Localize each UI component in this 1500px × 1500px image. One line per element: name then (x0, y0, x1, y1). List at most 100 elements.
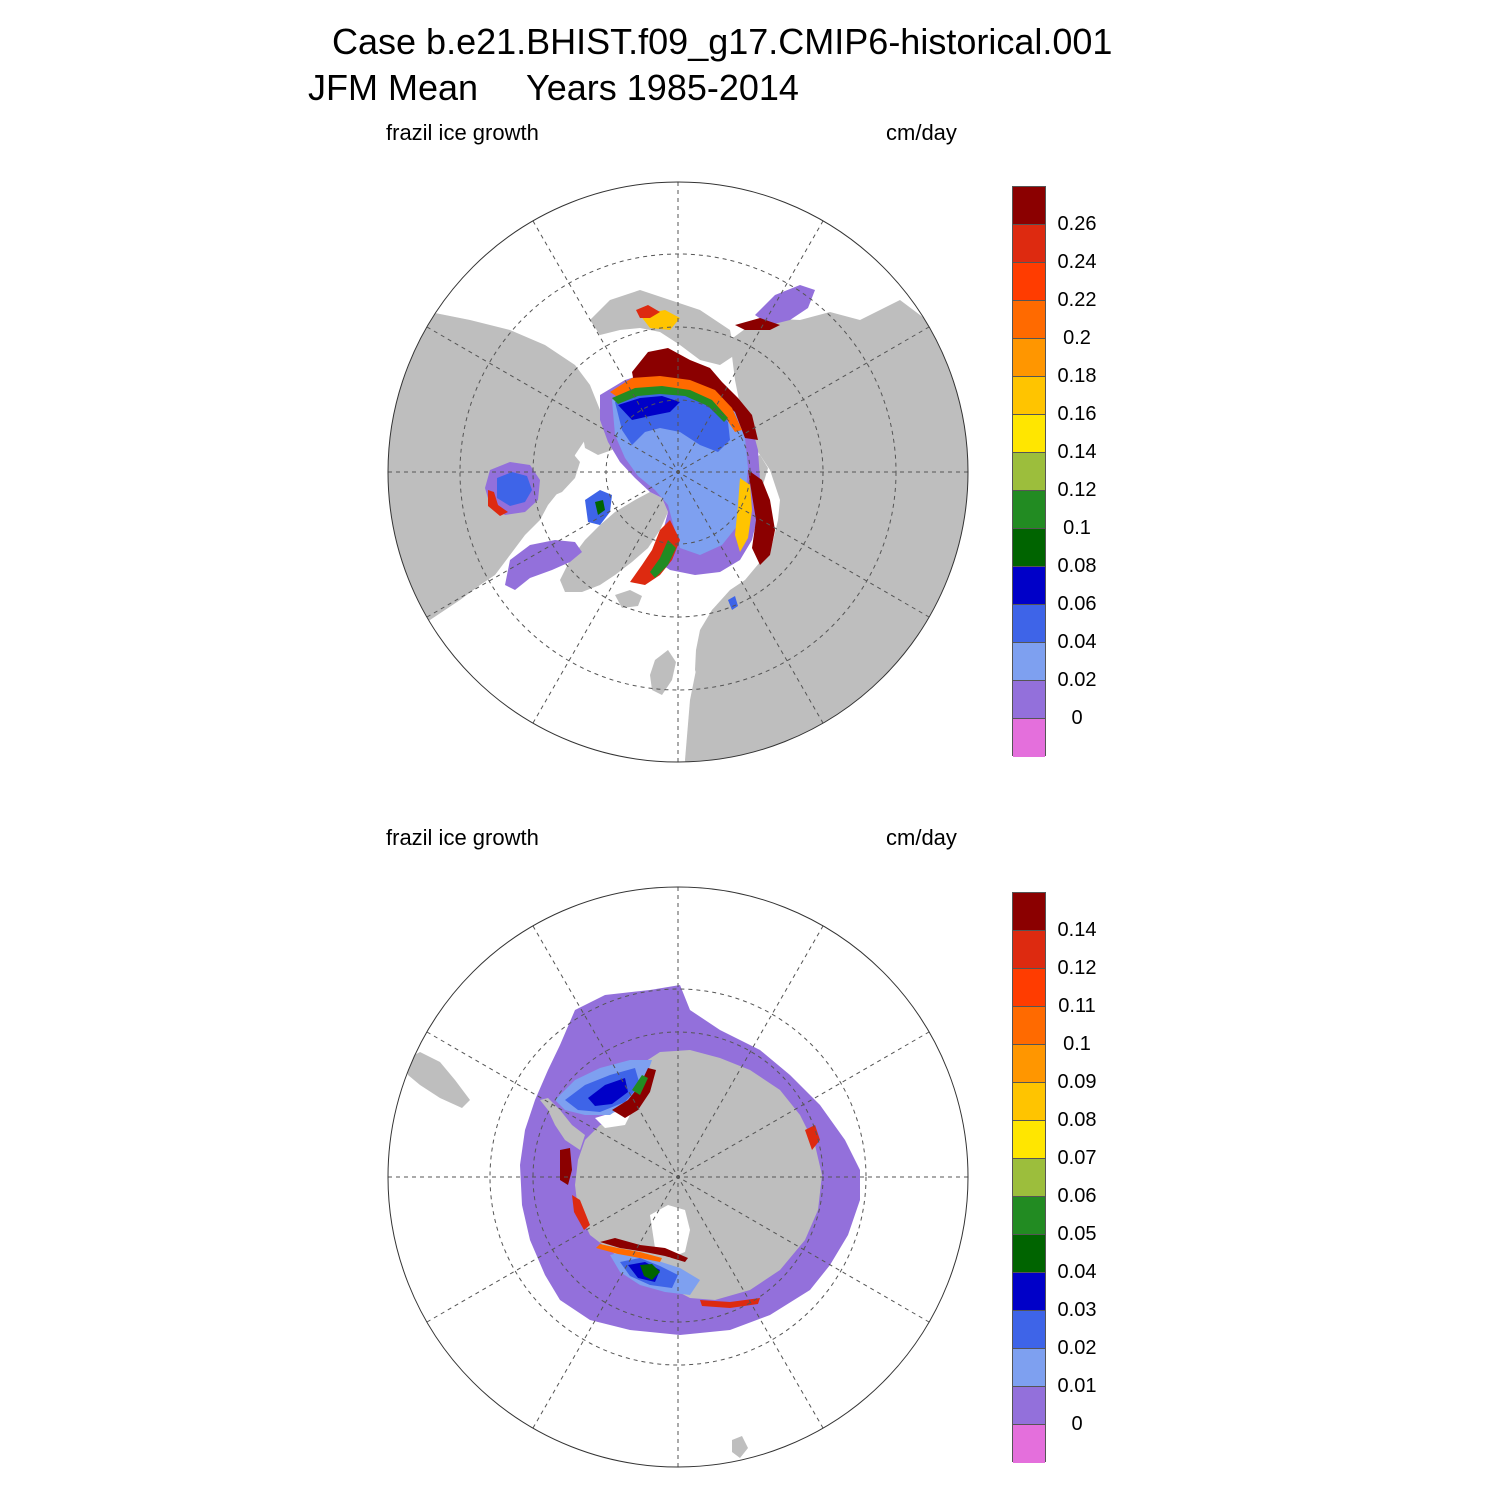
colorbar-tick-label: 0.04 (1057, 631, 1097, 653)
south-land-ronne-shelf (595, 1112, 630, 1128)
colorbar-tick-label: 0.1 (1063, 1033, 1091, 1055)
colorbar-box (1013, 1197, 1045, 1235)
north-field-barents-edge (748, 470, 775, 565)
south-field-ross-edge (600, 1238, 688, 1262)
colorbar-tick-label: 0.12 (1057, 957, 1097, 979)
colorbar-tick-label: 0 (1071, 1413, 1083, 1435)
years-label: Years 1985-2014 (526, 67, 799, 108)
period-label: JFM Mean (308, 67, 479, 108)
colorbar-tick-label: 0.12 (1057, 479, 1097, 501)
colorbar-box (1013, 1007, 1045, 1045)
colorbar-box (1013, 453, 1045, 491)
north-land-baffin (538, 450, 580, 498)
north-variable-label: frazil ice growth (386, 120, 539, 145)
south-polar-map (387, 886, 969, 1468)
colorbar-box (1013, 415, 1045, 453)
colorbar-box (1013, 1425, 1045, 1463)
colorbar-box (1013, 681, 1045, 719)
figure-title-period: JFM Mean Years 1985-2014 (308, 68, 799, 108)
colorbar-box (1013, 893, 1045, 931)
north-field-okhotsk-edge (735, 318, 780, 330)
colorbar-tick-label: 0.02 (1057, 669, 1097, 691)
north-field-baltic (728, 596, 738, 610)
north-field-baffin-bay-dark (595, 500, 605, 515)
colorbar-box (1013, 1083, 1045, 1121)
north-field-barents-yellow (735, 478, 752, 552)
south-field-ross-green (640, 1264, 660, 1280)
colorbar-box (1013, 931, 1045, 969)
colorbar-box (1013, 301, 1045, 339)
north-land-britain (650, 650, 676, 695)
south-land-tasmania (732, 1436, 748, 1458)
south-land-antarctic-peninsula (540, 1098, 585, 1150)
north-land-iceland (615, 590, 642, 608)
north-land-greenland (560, 492, 668, 592)
colorbar-box (1013, 567, 1045, 605)
colorbar-tick-label: 0.24 (1057, 251, 1097, 273)
colorbar-box (1013, 339, 1045, 377)
south-map-border (387, 886, 969, 1468)
colorbar-tick-label: 0.03 (1057, 1299, 1097, 1321)
colorbar-tick-label: 0.02 (1057, 1337, 1097, 1359)
south-units-label: cm/day (886, 825, 957, 850)
colorbar-box (1013, 1349, 1045, 1387)
colorbar-tick-label: 0.06 (1057, 1185, 1097, 1207)
colorbar-box (1013, 187, 1045, 225)
north-field-hudson-bay-edge (488, 490, 508, 516)
north-field-chukchi-red (636, 305, 660, 318)
south-field-weddell-green (632, 1075, 648, 1095)
north-field-bering-sea (755, 285, 815, 325)
colorbar-tick-label: 0.1 (1063, 517, 1091, 539)
colorbar-tick-label: 0.22 (1057, 289, 1097, 311)
colorbar-tick-label: 0.14 (1057, 441, 1097, 463)
south-field-ross-orange (596, 1244, 662, 1262)
colorbar-tick-label: 0.2 (1063, 327, 1091, 349)
colorbar-box (1013, 1045, 1045, 1083)
colorbar-box (1013, 1235, 1045, 1273)
north-field-siberian-shelf-green (612, 386, 728, 422)
colorbar-box (1013, 969, 1045, 1007)
south-land-south-america (405, 1052, 470, 1108)
south-graticule (388, 887, 968, 1467)
colorbar-box (1013, 605, 1045, 643)
colorbar-box (1013, 1387, 1045, 1425)
colorbar-box (1013, 1311, 1045, 1349)
north-colorbar (1012, 186, 1046, 757)
north-field-labrador-outer (505, 540, 582, 590)
colorbar-tick-label: 0.06 (1057, 593, 1097, 615)
south-field-weddell-dark (588, 1078, 628, 1106)
colorbar-box (1013, 529, 1045, 567)
colorbar-tick-label: 0.05 (1057, 1223, 1097, 1245)
north-field-siberian-shelf-edge (632, 348, 758, 440)
colorbar-tick-label: 0.18 (1057, 365, 1097, 387)
colorbar-tick-label: 0.16 (1057, 403, 1097, 425)
north-field-greenland-sea-green (650, 540, 676, 578)
colorbar-box (1013, 491, 1045, 529)
colorbar-tick-label: 0.04 (1057, 1261, 1097, 1283)
colorbar-box (1013, 1273, 1045, 1311)
north-field-greenland-sea-edge (630, 520, 680, 585)
colorbar-box (1013, 377, 1045, 415)
figure-title-case: Case b.e21.BHIST.f09_g17.CMIP6-historica… (332, 21, 1113, 62)
colorbar-tick-label: 0.26 (1057, 213, 1097, 235)
north-graticule (388, 182, 968, 762)
colorbar-box (1013, 263, 1045, 301)
south-land-antarctica (575, 1050, 822, 1300)
colorbar-tick-label: 0.07 (1057, 1147, 1097, 1169)
south-field-coastal-east (805, 1125, 820, 1150)
colorbar-tick-label: 0.08 (1057, 555, 1097, 577)
colorbar-box (1013, 1159, 1045, 1197)
colorbar-box (1013, 643, 1045, 681)
south-field-coastal-wilkes (700, 1298, 760, 1308)
colorbar-tick-label: 0.11 (1058, 995, 1096, 1017)
south-field-bellingshausen-edge (560, 1148, 572, 1185)
south-field-coastal-west (572, 1195, 590, 1230)
colorbar-tick-label: 0.01 (1057, 1375, 1097, 1397)
colorbar-tick-label: 0.14 (1057, 919, 1097, 941)
north-polar-map (387, 181, 969, 763)
south-land-ross-shelf (650, 1205, 690, 1258)
colorbar-box (1013, 719, 1045, 757)
north-map-border (387, 181, 969, 763)
colorbar-box (1013, 1121, 1045, 1159)
